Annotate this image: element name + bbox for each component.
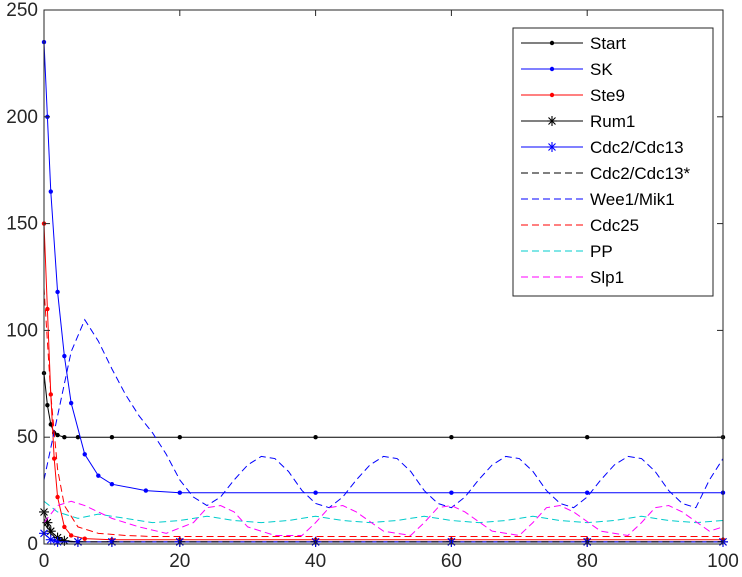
- data-point: [68, 533, 74, 538]
- data-point: [51, 456, 57, 461]
- legend-marker: [549, 92, 555, 98]
- axes-box: [43, 9, 724, 545]
- data-point: [109, 481, 115, 487]
- axis-layer: 0 20 40 60 80 100 0 50 100 150 200 250: [6, 0, 739, 572]
- data-point: [75, 435, 81, 440]
- y-tick-label: 250: [6, 0, 38, 21]
- data-point: [45, 306, 50, 312]
- data-point: [45, 402, 50, 408]
- data-point: [48, 189, 53, 194]
- legend-marker: [549, 40, 555, 46]
- legend-label: Cdc2/Cdc13*: [590, 164, 691, 183]
- data-point: [48, 392, 53, 397]
- data-point: [82, 536, 87, 541]
- data-point: [82, 452, 87, 457]
- data-point: [585, 490, 590, 495]
- legend-box: [512, 27, 714, 297]
- series-cdc25: [43, 287, 723, 538]
- legend-label: Slp1: [590, 268, 624, 287]
- legend-entry: Cdc2/Cdc13*: [521, 164, 691, 183]
- data-point: [449, 490, 454, 495]
- y-tick-label: 50: [17, 427, 38, 448]
- series-wee1-mik1: [43, 318, 724, 509]
- data-point: [52, 536, 63, 547]
- data-point: [449, 435, 454, 440]
- data-point: [62, 524, 67, 530]
- series-start: [41, 370, 726, 440]
- data-point: [313, 435, 318, 440]
- legend-entry: Slp1: [521, 268, 624, 287]
- legend-marker: [549, 66, 555, 72]
- data-point: [68, 400, 74, 406]
- series-line-cdc2-cdc13: [43, 522, 723, 543]
- legend-label: Ste9: [590, 86, 625, 105]
- legend-label: Start: [590, 34, 626, 53]
- series-pp: [43, 500, 724, 524]
- legend-marker: [547, 116, 557, 126]
- y-tick-label: 0: [27, 534, 38, 555]
- legend-label: Cdc2/Cdc13: [590, 138, 684, 157]
- data-point: [313, 490, 318, 495]
- data-point: [55, 494, 60, 500]
- x-tick-label: 0: [39, 551, 50, 572]
- series-cdc2-cdc13: [43, 522, 723, 543]
- series-sk: [41, 39, 726, 495]
- data-point: [62, 435, 67, 440]
- data-point: [143, 488, 149, 493]
- legend-marker: [547, 142, 557, 152]
- x-tick-label: 60: [441, 551, 462, 572]
- x-tick-label: 40: [305, 551, 326, 572]
- x-tick-label: 20: [169, 551, 190, 572]
- legend-label: SK: [590, 60, 613, 79]
- legend-entry: Start: [521, 34, 626, 53]
- legend-label: Cdc25: [590, 216, 639, 235]
- series-slp1: [43, 500, 724, 536]
- legend-entry: SK: [521, 60, 613, 79]
- y-tick-label: 200: [6, 107, 38, 128]
- data-point: [585, 435, 590, 440]
- x-tick-label: 100: [707, 551, 739, 572]
- legend-entry: PP: [521, 242, 613, 261]
- series-line-wee1-mik1: [43, 318, 724, 509]
- data-point: [96, 473, 101, 478]
- legend-entry: Wee1/Mik1: [521, 190, 675, 209]
- series-line-pp: [43, 500, 724, 524]
- y-tick-label: 150: [6, 214, 38, 235]
- data-point: [177, 490, 182, 495]
- y-tick-label: 100: [6, 320, 38, 341]
- x-tick-label: 80: [577, 551, 598, 572]
- legend-label: Rum1: [590, 112, 635, 131]
- data-point: [55, 289, 60, 295]
- legend-entry: Cdc2/Cdc13: [521, 138, 684, 157]
- series-line-slp1: [43, 500, 724, 536]
- legend-label: Wee1/Mik1: [590, 190, 675, 209]
- data-point: [62, 353, 67, 359]
- legend-entry: Cdc25: [521, 216, 639, 235]
- data-point: [177, 435, 182, 440]
- data-point: [109, 435, 115, 440]
- legend: Start SK Ste9 Rum1 Cdc2/Cdc13 Cdc2/Cdc13* Wee1…: [512, 27, 714, 297]
- series-line-cdc25: [43, 287, 723, 538]
- data-point: [55, 432, 60, 438]
- legend-entry: Rum1: [521, 112, 635, 131]
- legend-label: PP: [590, 242, 613, 261]
- legend-entry: Ste9: [521, 86, 625, 105]
